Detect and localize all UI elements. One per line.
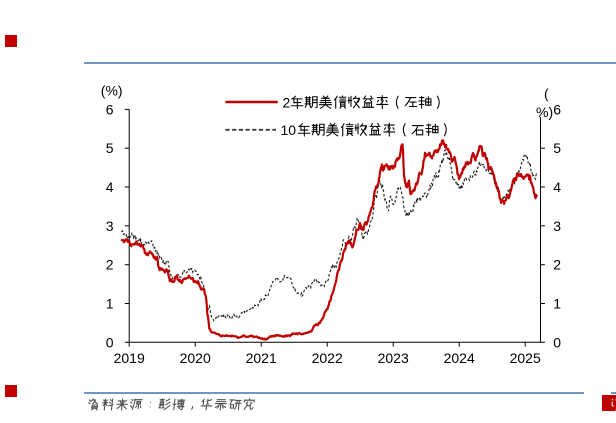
svg-text:2020: 2020 bbox=[180, 350, 211, 366]
svg-text:3: 3 bbox=[553, 218, 561, 234]
svg-text:2: 2 bbox=[106, 257, 114, 273]
svg-text:(%): (%) bbox=[101, 83, 123, 99]
svg-text:5: 5 bbox=[553, 140, 561, 156]
svg-text:4: 4 bbox=[106, 179, 114, 195]
svg-text:2019: 2019 bbox=[114, 350, 145, 366]
svg-text:10: 10 bbox=[281, 122, 297, 138]
svg-text:1: 1 bbox=[106, 296, 114, 312]
svg-text:2022: 2022 bbox=[312, 350, 343, 366]
svg-text:0: 0 bbox=[106, 334, 114, 350]
svg-text:0: 0 bbox=[553, 334, 561, 350]
svg-text:6: 6 bbox=[553, 101, 561, 117]
svg-text:6: 6 bbox=[106, 101, 114, 117]
svg-text:%): %) bbox=[536, 104, 553, 120]
svg-text:2025: 2025 bbox=[510, 350, 541, 366]
svg-text:4: 4 bbox=[553, 179, 561, 195]
svg-text:3: 3 bbox=[106, 218, 114, 234]
svg-text:2023: 2023 bbox=[378, 350, 409, 366]
svg-text:2: 2 bbox=[283, 95, 291, 111]
svg-text:2: 2 bbox=[553, 257, 561, 273]
svg-text:5: 5 bbox=[106, 140, 114, 156]
svg-text:2021: 2021 bbox=[246, 350, 277, 366]
svg-text:1: 1 bbox=[553, 296, 561, 312]
svg-text:2024: 2024 bbox=[444, 350, 475, 366]
svg-text:(: ( bbox=[544, 86, 549, 102]
